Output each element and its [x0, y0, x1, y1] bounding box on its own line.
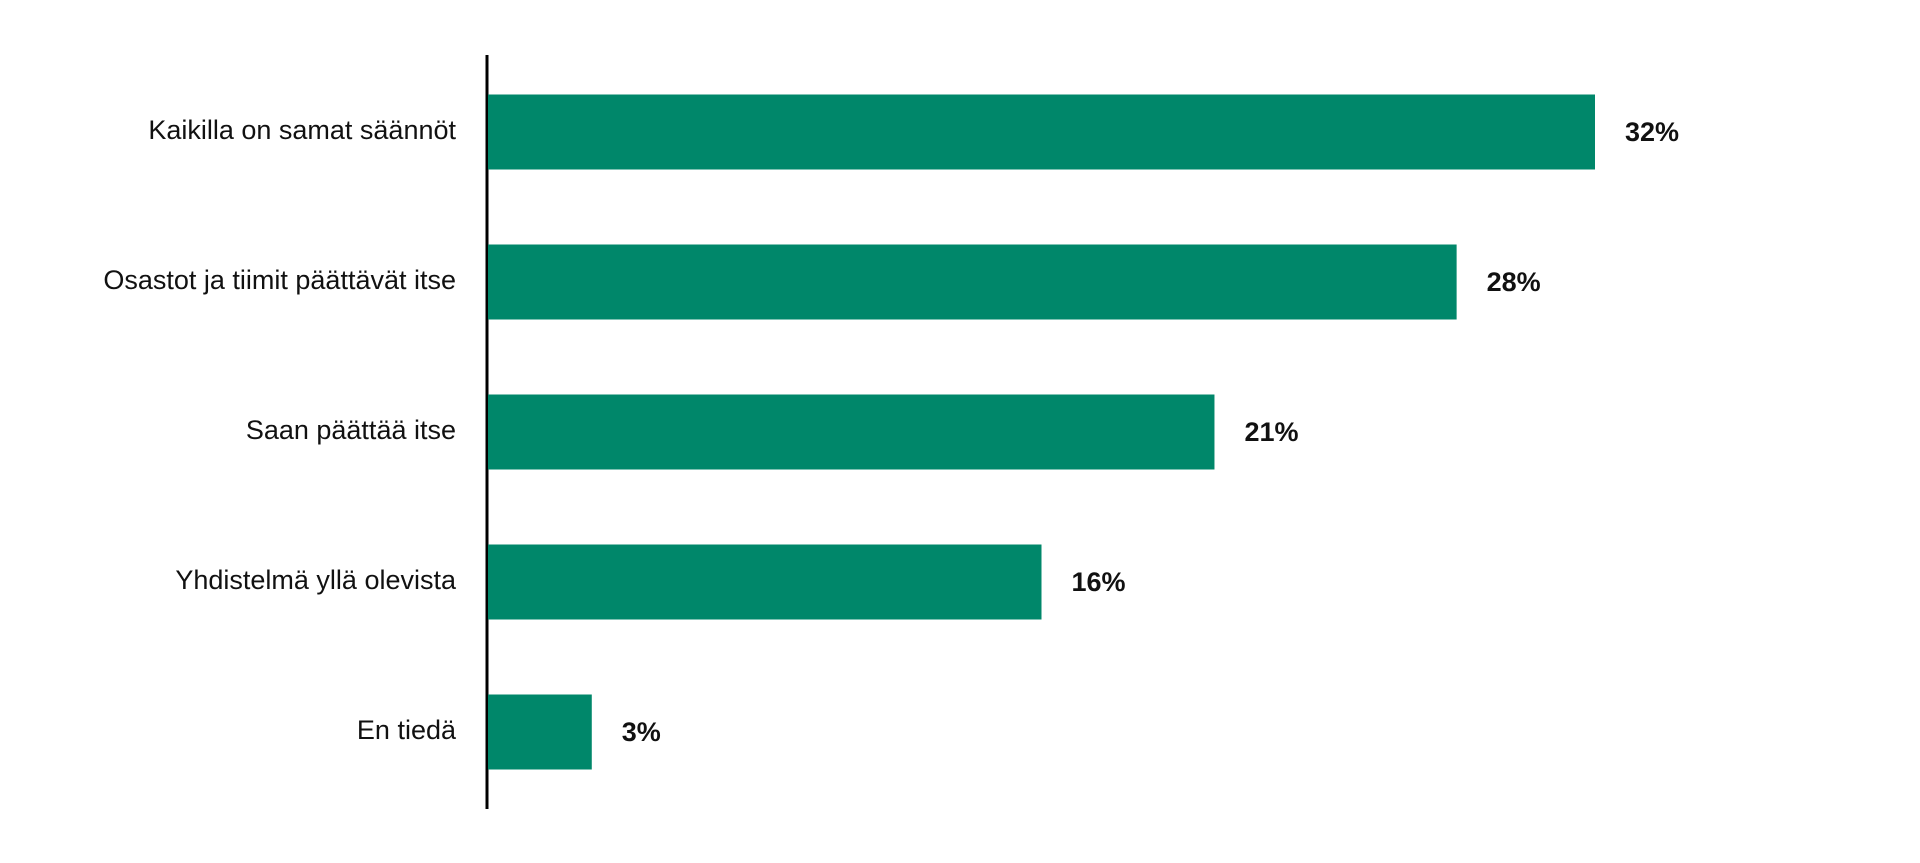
value-label: 16%: [1072, 567, 1126, 597]
bar: [488, 94, 1595, 170]
category-label: Osastot ja tiimit päättävät itse: [103, 265, 456, 295]
category-label: Saan päättää itse: [246, 415, 456, 445]
value-label: 28%: [1487, 267, 1541, 297]
bar: [488, 394, 1215, 470]
value-label: 21%: [1244, 417, 1298, 447]
bar: [488, 244, 1457, 320]
bar: [488, 544, 1042, 620]
category-label: En tiedä: [357, 715, 457, 745]
value-label: 32%: [1625, 117, 1679, 147]
bar: [488, 694, 592, 770]
category-label: Kaikilla on samat säännöt: [148, 115, 456, 145]
category-label: Yhdistelmä yllä olevista: [175, 565, 457, 595]
value-label: 3%: [622, 717, 661, 747]
